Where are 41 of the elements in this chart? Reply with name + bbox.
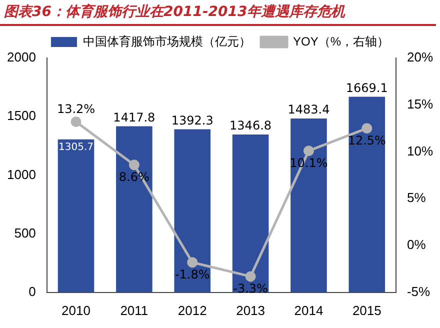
y2-tick-label: 0%: [406, 237, 426, 252]
data-label: -3.3%: [233, 282, 268, 296]
bar: [58, 139, 94, 292]
bar: [348, 96, 386, 292]
x-tick-label: 2014: [294, 302, 324, 318]
y2-tick-label: 10%: [406, 143, 434, 158]
data-label: 1417.8: [113, 110, 156, 124]
y-tick-label: 0: [28, 284, 36, 299]
y2-tick-label: -5%: [406, 284, 431, 299]
bar: [290, 118, 327, 292]
bar: [232, 134, 269, 292]
chart-title: 图表36：体育服饰行业在2011-2013年遭遇库存危机: [0, 0, 436, 26]
x-tick-label: 2011: [120, 302, 148, 318]
point: [303, 146, 314, 156]
data-label: 1392.3: [171, 113, 214, 128]
legend-label: YOY（%，右轴）: [292, 34, 390, 48]
y-tick-label: 500: [14, 225, 36, 240]
point: [245, 271, 256, 282]
x-tick-label: 2010: [62, 302, 90, 318]
point: [128, 160, 140, 170]
x-tick-label: 2012: [178, 302, 207, 318]
y2-tick-label: 15%: [406, 96, 434, 112]
y2-tick-label: 20%: [406, 50, 434, 65]
y2-tick-label: 5%: [406, 190, 426, 206]
y-tick-label: 1500: [7, 108, 36, 124]
legend-label: 中国体育服饰市场规模（亿元）: [82, 34, 251, 48]
data-label: 1305.7: [58, 142, 94, 153]
data-label: 1346.8: [230, 118, 272, 133]
data-label: 1483.4: [288, 102, 330, 117]
x-tick-label: 2015: [352, 302, 382, 318]
bar: [116, 126, 152, 292]
x-tick-label: 2013: [236, 302, 265, 318]
data-label: 13.2%: [56, 102, 96, 116]
data-label: -1.8%: [174, 268, 210, 282]
point: [362, 123, 372, 134]
y-tick-label: 1000: [7, 166, 36, 182]
point: [187, 257, 198, 268]
point: [70, 116, 82, 128]
y-tick-label: 2000: [7, 50, 36, 65]
bar: [174, 129, 211, 292]
data-label: 1669.1: [346, 80, 388, 95]
